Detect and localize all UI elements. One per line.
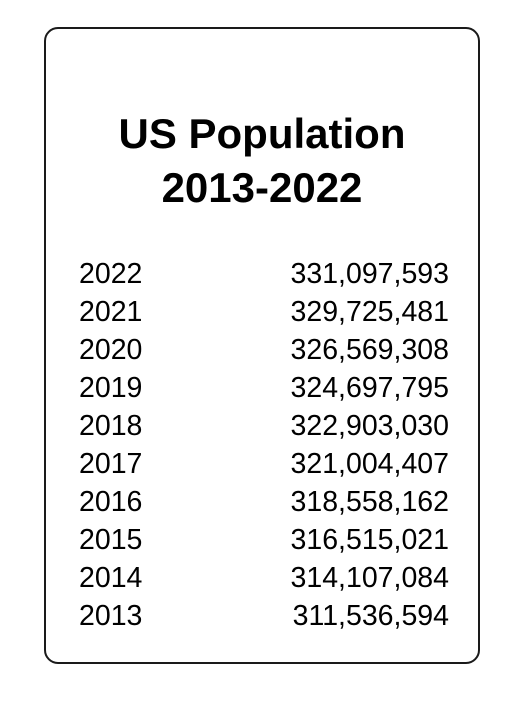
- population-cell: 329,725,481: [290, 296, 450, 328]
- population-cell: 331,097,593: [290, 258, 450, 290]
- year-cell: 2014: [79, 562, 143, 594]
- year-cell: 2022: [79, 258, 143, 290]
- population-cell: 321,004,407: [290, 448, 450, 480]
- population-cell: 322,903,030: [290, 410, 450, 442]
- year-cell: 2020: [79, 334, 143, 366]
- year-cell: 2013: [79, 600, 143, 632]
- year-cell: 2021: [79, 296, 143, 328]
- year-cell: 2017: [79, 448, 143, 480]
- title-line-2: 2013-2022: [161, 164, 363, 211]
- table-row: 2020 326,569,308: [79, 331, 449, 369]
- population-cell: 318,558,162: [290, 486, 450, 518]
- population-cell: 311,536,594: [292, 600, 449, 632]
- table-row: 2016 318,558,162: [79, 483, 449, 521]
- table-row: 2021 329,725,481: [79, 293, 449, 331]
- population-cell: 314,107,084: [290, 562, 450, 594]
- population-cell: 316,515,021: [290, 524, 450, 556]
- population-table: 2022 331,097,593 2021 329,725,481 2020 3…: [79, 255, 449, 635]
- year-cell: 2019: [79, 372, 143, 404]
- table-row: 2013 311,536,594: [79, 597, 449, 635]
- page-title: US Population 2013-2022: [46, 107, 478, 215]
- table-row: 2018 322,903,030: [79, 407, 449, 445]
- population-card: US Population 2013-2022 2022 331,097,593…: [44, 27, 480, 664]
- table-row: 2015 316,515,021: [79, 521, 449, 559]
- table-row: 2014 314,107,084: [79, 559, 449, 597]
- title-line-1: US Population: [118, 110, 406, 157]
- year-cell: 2016: [79, 486, 143, 518]
- year-cell: 2015: [79, 524, 143, 556]
- table-row: 2019 324,697,795: [79, 369, 449, 407]
- table-row: 2022 331,097,593: [79, 255, 449, 293]
- population-cell: 326,569,308: [290, 334, 450, 366]
- table-row: 2017 321,004,407: [79, 445, 449, 483]
- population-cell: 324,697,795: [290, 372, 450, 404]
- year-cell: 2018: [79, 410, 143, 442]
